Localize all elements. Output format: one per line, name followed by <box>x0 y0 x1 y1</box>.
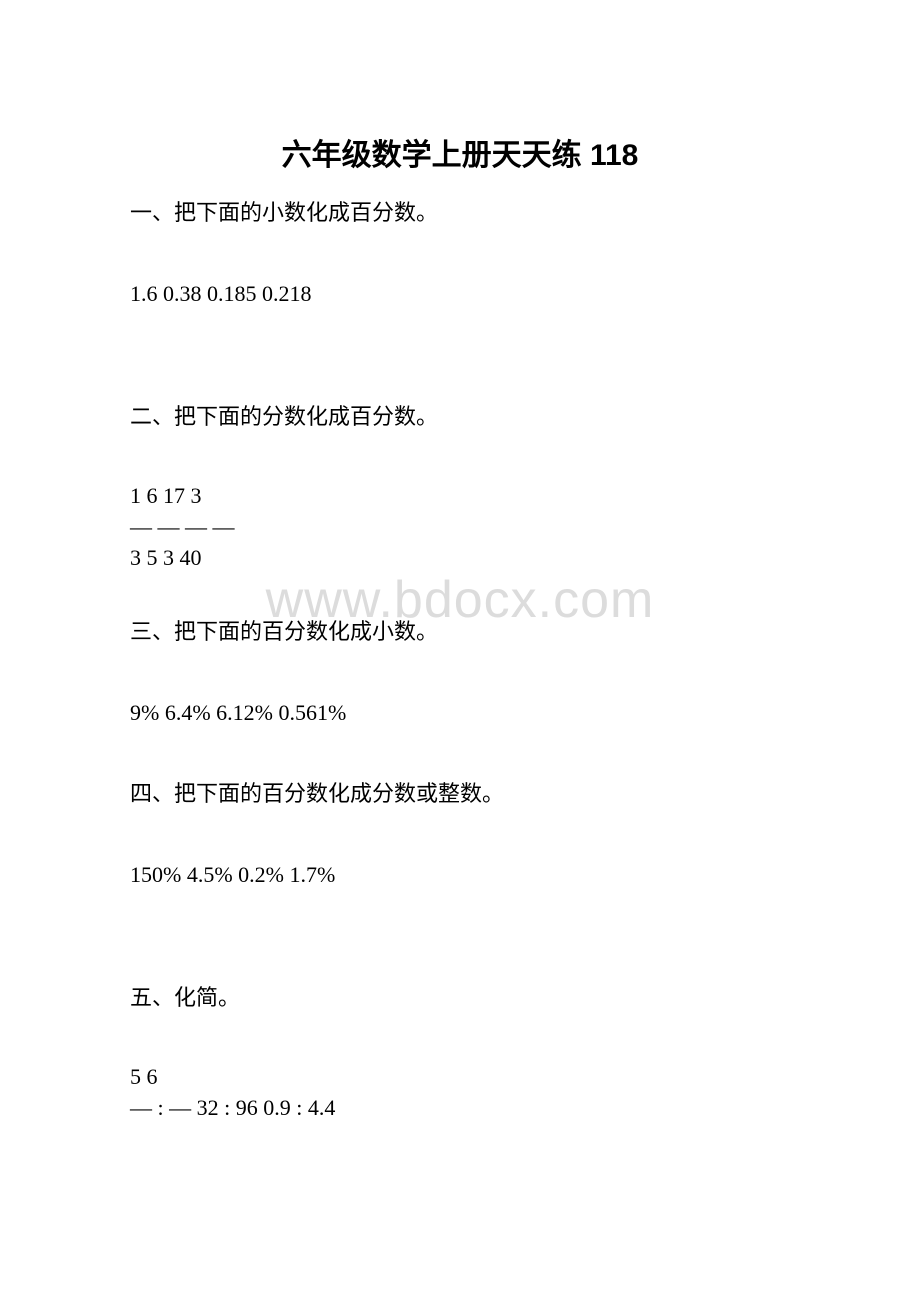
document-content: 六年级数学上册天天练 118 一、把下面的小数化成百分数。 1.6 0.38 0… <box>130 130 790 1124</box>
fraction-denominators: 3 5 3 40 <box>130 543 790 574</box>
fraction-five-bottom: — : — 32 : 96 0.9 : 4.4 <box>130 1093 790 1124</box>
section-three-content: 9% 6.4% 6.12% 0.561% <box>130 696 790 729</box>
section-four-heading: 四、把下面的百分数化成分数或整数。 <box>130 777 790 810</box>
section-four-content: 150% 4.5% 0.2% 1.7% <box>130 858 790 891</box>
section-two-heading: 二、把下面的分数化成百分数。 <box>130 400 790 433</box>
section-three-heading: 三、把下面的百分数化成小数。 <box>130 615 790 648</box>
fraction-numerators: 1 6 17 3 <box>130 481 790 512</box>
fraction-bars: — — — — <box>130 512 790 543</box>
section-five-heading: 五、化简。 <box>130 981 790 1014</box>
page-title: 六年级数学上册天天练 118 <box>130 130 790 174</box>
section-two-fractions: 1 6 17 3 — — — — 3 5 3 40 <box>130 481 790 573</box>
section-five-fractions: 5 6 — : — 32 : 96 0.9 : 4.4 <box>130 1062 790 1124</box>
section-one-content: 1.6 0.38 0.185 0.218 <box>130 277 790 310</box>
fraction-five-top: 5 6 <box>130 1062 790 1093</box>
section-one-heading: 一、把下面的小数化成百分数。 <box>130 196 790 229</box>
